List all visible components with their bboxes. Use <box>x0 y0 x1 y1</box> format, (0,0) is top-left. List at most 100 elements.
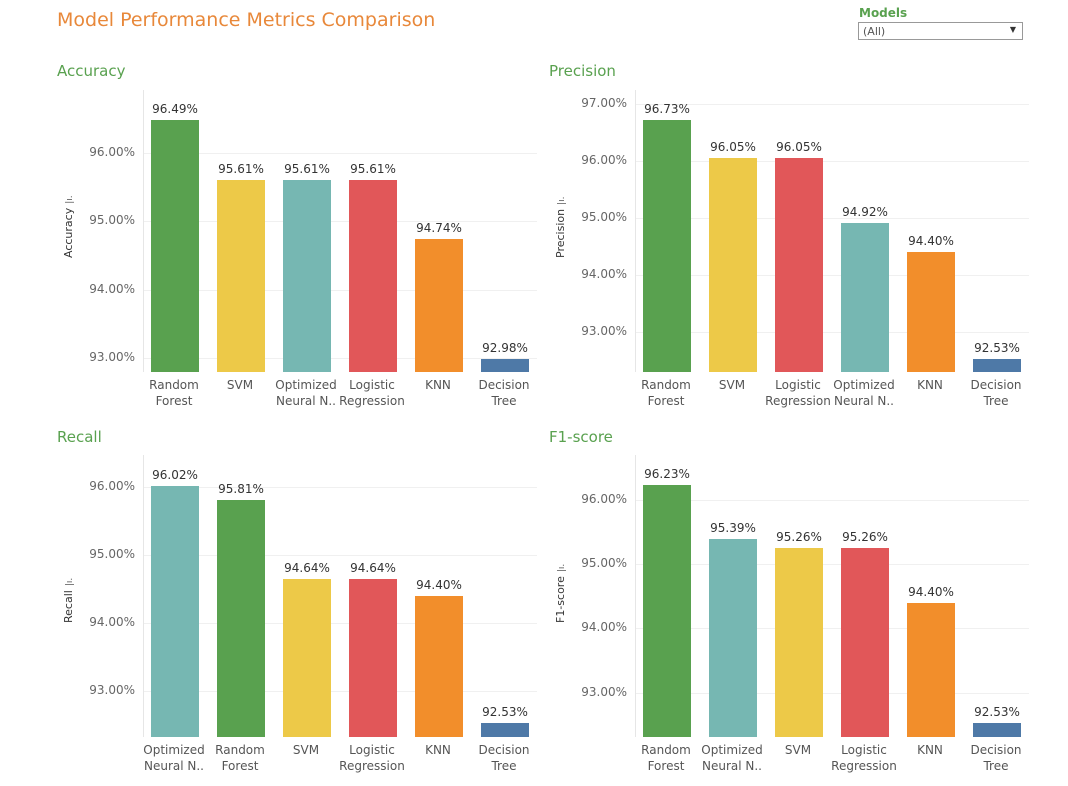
data-label: 95.61% <box>284 161 330 176</box>
gridline <box>144 221 537 223</box>
gridline <box>144 554 537 556</box>
bar[interactable] <box>709 158 757 372</box>
gridline <box>144 486 537 488</box>
models-filter-dropdown[interactable]: (All) ▼ <box>858 22 1023 40</box>
gridline <box>636 692 1029 694</box>
data-label: 96.23% <box>644 467 690 482</box>
data-label: 94.40% <box>908 234 954 249</box>
x-category-label: KNN <box>917 378 943 392</box>
y-tick-label: 95.00% <box>581 210 627 225</box>
accuracy-chart-title: Accuracy <box>57 62 126 80</box>
y-tick-label: 93.00% <box>89 349 135 364</box>
chevron-down-icon: ▼ <box>1009 25 1016 34</box>
gridline <box>636 275 1029 277</box>
x-category-label: Optimized Neural N.. <box>701 743 763 773</box>
data-label: 94.64% <box>350 561 396 576</box>
data-label: 94.92% <box>842 204 888 219</box>
x-category-label: Logistic Regression <box>339 743 405 773</box>
gridline <box>636 161 1029 163</box>
bar[interactable] <box>349 579 397 737</box>
gridline <box>636 218 1029 220</box>
data-label: 95.26% <box>842 529 888 544</box>
data-label: 94.40% <box>908 584 954 599</box>
data-label: 96.05% <box>710 140 756 155</box>
bar[interactable] <box>841 547 889 737</box>
y-tick-label: 93.00% <box>89 682 135 697</box>
y-tick-label: 94.00% <box>89 281 135 296</box>
x-category-label: Optimized Neural N.. <box>833 378 895 408</box>
x-category-label: Optimized Neural N.. <box>143 743 205 773</box>
bar[interactable] <box>907 252 955 372</box>
models-filter-value: (All) <box>863 25 886 38</box>
data-label: 95.61% <box>218 161 264 176</box>
y-axis-title: F1-score <box>554 576 567 623</box>
x-category-label: KNN <box>425 743 451 757</box>
precision-chart-title: Precision <box>549 62 616 80</box>
bar[interactable] <box>841 222 889 372</box>
y-tick-label: 93.00% <box>581 324 627 339</box>
y-tick-label: 95.00% <box>581 556 627 571</box>
bar[interactable] <box>775 547 823 737</box>
dashboard-title: Model Performance Metrics Comparison <box>57 9 436 31</box>
bar[interactable] <box>907 602 955 737</box>
sort-icon[interactable]: |ı. <box>65 195 75 204</box>
bar[interactable] <box>151 119 199 372</box>
data-label: 94.40% <box>416 577 462 592</box>
x-category-label: Random Forest <box>149 378 199 408</box>
bar[interactable] <box>151 485 199 737</box>
bar[interactable] <box>643 485 691 737</box>
data-label: 96.73% <box>644 101 690 116</box>
data-label: 92.53% <box>482 704 528 719</box>
gridline <box>144 690 537 692</box>
bar[interactable] <box>709 539 757 737</box>
y-tick-label: 93.00% <box>581 684 627 699</box>
data-label: 95.61% <box>350 161 396 176</box>
gridline <box>144 153 537 155</box>
gridline <box>144 357 537 359</box>
y-tick-label: 95.00% <box>89 546 135 561</box>
gridline <box>144 622 537 624</box>
precision-y-axis-label: Precision|ı. <box>554 197 567 259</box>
bar[interactable] <box>775 158 823 372</box>
sort-icon[interactable]: |ı. <box>557 196 567 205</box>
x-category-label: Decision Tree <box>478 378 530 408</box>
bar[interactable] <box>973 358 1021 372</box>
data-label: 96.49% <box>152 101 198 116</box>
data-label: 96.02% <box>152 467 198 482</box>
bar[interactable] <box>217 499 265 737</box>
data-label: 96.05% <box>776 140 822 155</box>
y-tick-label: 94.00% <box>89 614 135 629</box>
gridline <box>636 332 1029 334</box>
sort-icon[interactable]: |ı. <box>65 577 75 587</box>
x-category-label: Logistic Regression <box>339 378 405 408</box>
x-category-label: Decision Tree <box>970 743 1022 773</box>
data-label: 94.64% <box>284 561 330 576</box>
y-tick-label: 96.00% <box>89 145 135 160</box>
x-category-label: SVM <box>292 743 320 757</box>
recall-chart-title: Recall <box>57 428 102 446</box>
bar[interactable] <box>643 119 691 372</box>
bar[interactable] <box>283 179 331 372</box>
precision-plot-area: 96.73% 96.05% 96.05% 94.92% 94.40% 92.53% <box>635 90 1029 372</box>
gridline <box>636 499 1029 501</box>
gridline <box>636 564 1029 566</box>
models-filter-label: Models <box>859 6 908 20</box>
x-category-label: SVM <box>718 378 746 392</box>
x-category-label: Logistic Regression <box>831 743 897 773</box>
x-category-label: SVM <box>784 743 812 757</box>
y-tick-label: 97.00% <box>581 96 627 111</box>
bar[interactable] <box>973 722 1021 737</box>
f1-score-chart-title: F1-score <box>549 428 613 446</box>
bar[interactable] <box>415 239 463 372</box>
bar[interactable] <box>415 595 463 737</box>
bar[interactable] <box>349 179 397 372</box>
bar[interactable] <box>217 179 265 372</box>
f1-score-plot-area: 96.23% 95.39% 95.26% 95.26% 94.40% 92.53% <box>635 455 1029 737</box>
x-category-label: Optimized Neural N.. <box>275 378 337 408</box>
bar[interactable] <box>481 722 529 737</box>
y-tick-label: 94.00% <box>581 267 627 282</box>
x-category-label: KNN <box>917 743 943 757</box>
bar[interactable] <box>283 579 331 737</box>
gridline <box>144 289 537 291</box>
bar[interactable] <box>481 359 529 372</box>
